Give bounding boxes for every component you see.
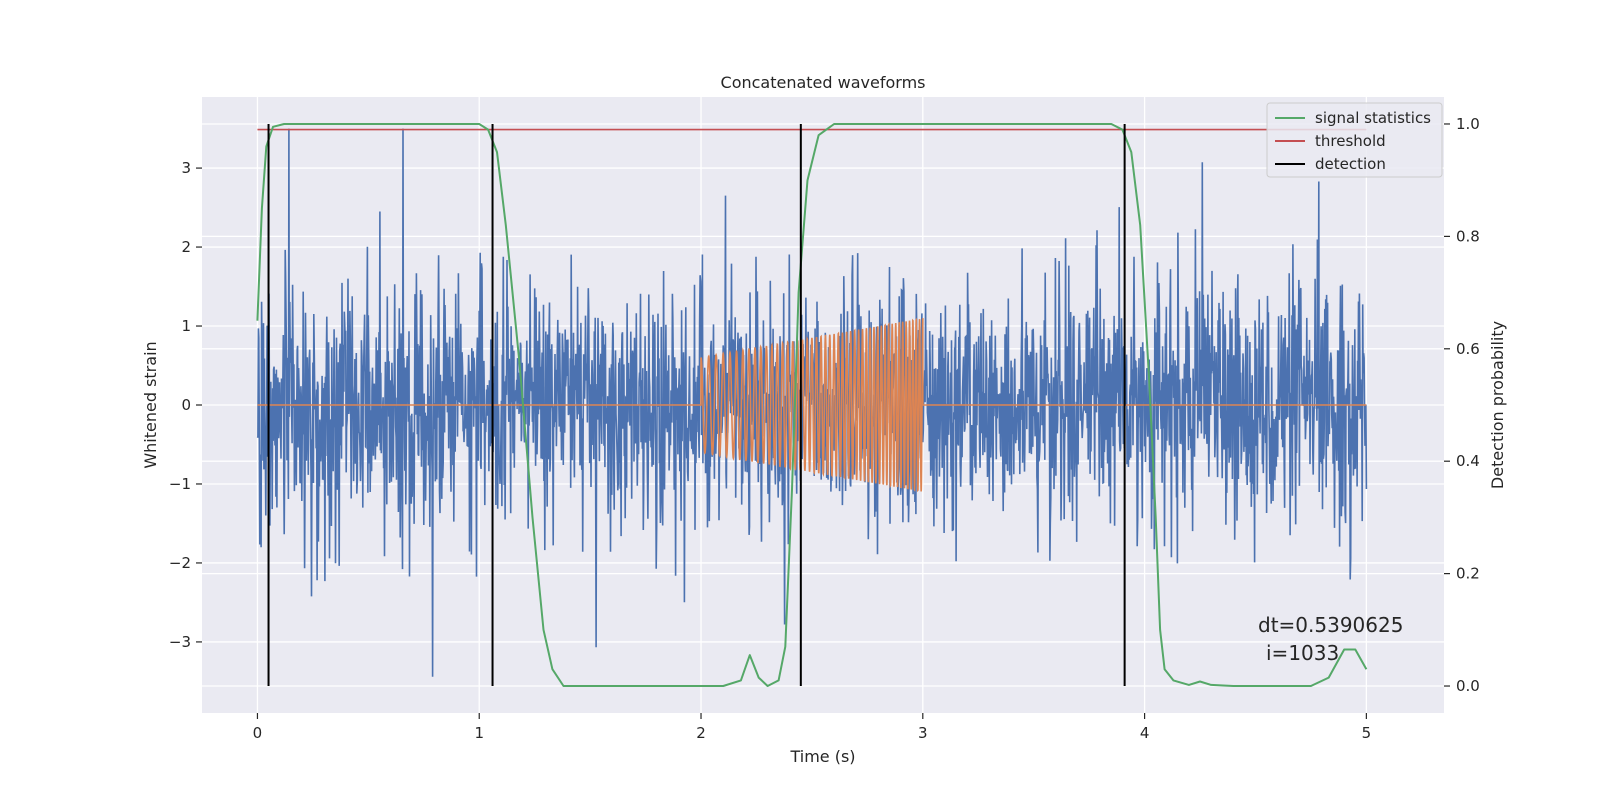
injected-signal-series [257,317,1367,493]
y-tick-label: −3 [169,633,191,651]
y-tick-label: 3 [181,159,191,177]
y-tick-label: 0 [181,396,191,414]
y2-axis-label: Detection probability [1488,321,1507,489]
x-tick-label: 3 [918,724,928,742]
signal-statistics-series [256,123,1368,687]
y2-tick-label: 0.0 [1456,677,1480,695]
legend: signal statistics threshold detection [1266,102,1443,178]
y-tick-label: 1 [181,317,191,335]
legend-signal-statistics-label: signal statistics [1315,109,1431,127]
x-tick-label: 0 [253,724,263,742]
y2-tick-label: 0.8 [1456,227,1480,245]
legend-detection-label: detection [1315,155,1386,173]
x-tick-label: 1 [474,724,484,742]
y2-tick-label: 0.6 [1456,340,1480,358]
axes: 0 1 2 3 4 5 −3 −2 −1 0 1 2 3 0.0 0.2 0.4 0.6 0.8 1.0 [169,115,1480,742]
legend-threshold-label: threshold [1315,132,1386,150]
y-tick-label: −2 [169,554,191,572]
x-tick-label: 5 [1362,724,1372,742]
y-tick-label: 2 [181,238,191,256]
chart-title: Concatenated waveforms [721,73,926,92]
y2-tick-label: 1.0 [1456,115,1480,133]
annotation-i: i=1033 [1266,641,1339,665]
x-tick-label: 4 [1140,724,1150,742]
data-series [256,123,1368,687]
annotation-dt: dt=0.5390625 [1258,613,1403,637]
x-tick-label: 2 [696,724,706,742]
y-tick-label: −1 [169,475,191,493]
y-axis-label: Whitened strain [141,341,160,468]
x-axis-label: Time (s) [789,747,855,766]
legend-box [1266,102,1443,178]
y2-tick-label: 0.4 [1456,452,1480,470]
y2-tick-label: 0.2 [1456,565,1480,583]
